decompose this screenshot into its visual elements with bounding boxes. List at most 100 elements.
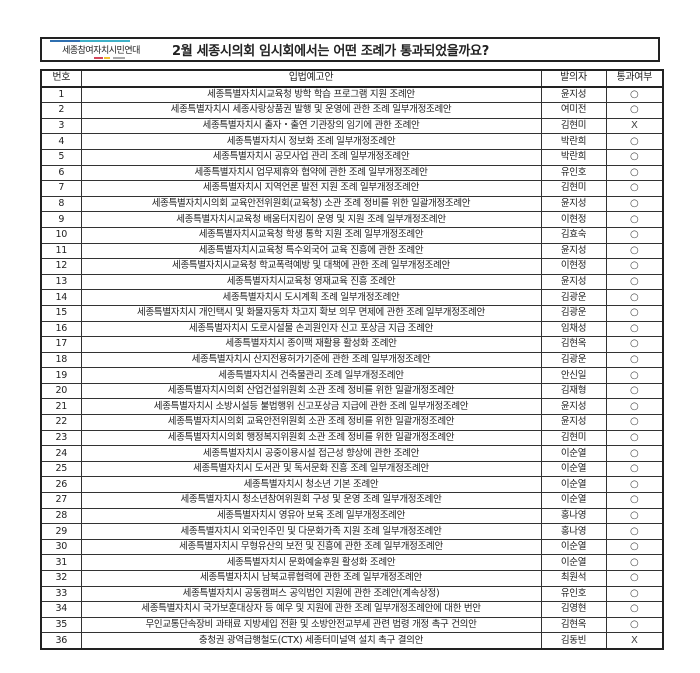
table-row: 24 세종특별자치시 공중이용시설 접근성 향상에 관한 조례안 이순열 ○ bbox=[40, 445, 664, 462]
passed-mark: ○ bbox=[605, 414, 664, 431]
bill-title: 세종특별자치시의회 행정복지위원회 소관 조례 정비를 위한 일괄개정조례안 bbox=[80, 429, 542, 447]
table-row: 3 세종특별자치시 출자・출연 기관장의 임기에 관한 조례안 김현미 X bbox=[40, 117, 664, 135]
bill-title: 세종특별자치시 정보화 조례 일부개정조례안 bbox=[80, 133, 542, 150]
sponsor-name: 윤지성 bbox=[540, 398, 607, 416]
passed-mark: ○ bbox=[605, 195, 664, 213]
bill-title: 무인교통단속장비 과태료 지방세입 전환 및 소방안전교부세 관련 법령 개정 … bbox=[80, 616, 542, 634]
page-title: 2월 세종시의회 임시회에서는 어떤 조례가 통과되었을까요? bbox=[172, 44, 489, 59]
bill-title: 세종특별자치시 문화예술후원 활성화 조례안 bbox=[80, 554, 542, 571]
table-row: 25 세종특별자치시 도서관 및 독서문화 진흥 조례 일부개정조례안 이순열 ○ bbox=[40, 460, 664, 478]
sponsor-name: 유인호 bbox=[540, 585, 607, 603]
sponsor-name: 김영현 bbox=[540, 601, 607, 618]
table-row: 1 세종특별자치시교육청 방학 학습 프로그램 지원 조례안 윤지성 ○ bbox=[40, 86, 664, 104]
row-number: 19 bbox=[40, 367, 82, 384]
table-row: 26 세종특별자치시 청소년 기본 조례안 이순열 ○ bbox=[40, 476, 664, 494]
row-number: 28 bbox=[40, 507, 82, 525]
passed-mark: ○ bbox=[605, 570, 664, 587]
row-number: 23 bbox=[40, 429, 82, 447]
passed-mark: ○ bbox=[605, 538, 664, 556]
bill-title: 세종특별자치시의회 교육안전위원회 소관 조례 정비를 위한 일괄개정조례안 bbox=[80, 414, 542, 431]
logo-bar bbox=[80, 40, 130, 42]
passed-mark: ○ bbox=[605, 273, 664, 291]
passed-mark: X bbox=[605, 117, 664, 135]
passed-mark: ○ bbox=[605, 616, 664, 634]
table-row: 19 세종특별자치시 건축물관리 조례 일부개정조례안 안신일 ○ bbox=[40, 367, 664, 384]
header-box: 세종참여자치시민연대 2월 세종시의회 임시회에서는 어떤 조례가 통과되었을까… bbox=[40, 37, 660, 62]
bill-title: 세종특별자치시 도서관 및 독서문화 진흥 조례 일부개정조례안 bbox=[80, 460, 542, 478]
passed-mark: ○ bbox=[605, 429, 664, 447]
table-row: 35 무인교통단속장비 과태료 지방세입 전환 및 소방안전교부세 관련 법령 개… bbox=[40, 616, 664, 634]
passed-mark: ○ bbox=[605, 211, 664, 228]
row-number: 16 bbox=[40, 320, 82, 338]
column-header-passed: 통과여부 bbox=[605, 69, 664, 88]
column-header-number: 번호 bbox=[40, 69, 82, 88]
sponsor-name: 김광운 bbox=[540, 289, 607, 306]
bill-title: 세종특별자치시의회 교육안전위원회(교육청) 소관 조례 정비를 위한 일괄개정… bbox=[80, 195, 542, 213]
row-number: 1 bbox=[40, 86, 82, 104]
passed-mark: ○ bbox=[605, 523, 664, 540]
passed-mark: ○ bbox=[605, 476, 664, 494]
sponsor-name: 홍나영 bbox=[540, 523, 607, 540]
bill-title: 세종특별자치시 청소년참여위원회 구성 및 운영 조례 일부개정조례안 bbox=[80, 492, 542, 509]
sponsor-name: 김현미 bbox=[540, 429, 607, 447]
bill-title: 세종특별자치시 공모사업 관리 조례 일부개정조례안 bbox=[80, 148, 542, 166]
table-row: 22 세종특별자치시의회 교육안전위원회 소관 조례 정비를 위한 일괄개정조례안… bbox=[40, 414, 664, 431]
bill-title: 세종특별자치시 종이팩 재활용 활성화 조례안 bbox=[80, 336, 542, 353]
column-header-bill: 입법예고안 bbox=[80, 69, 542, 88]
table-row: 23 세종특별자치시의회 행정복지위원회 소관 조례 정비를 위한 일괄개정조례안… bbox=[40, 429, 664, 447]
passed-mark: ○ bbox=[605, 102, 664, 119]
sponsor-name: 홍나영 bbox=[540, 507, 607, 525]
sponsor-name: 이현정 bbox=[540, 211, 607, 228]
passed-mark: ○ bbox=[605, 180, 664, 197]
sponsor-name: 윤지성 bbox=[540, 86, 607, 104]
sponsor-name: 이순열 bbox=[540, 492, 607, 509]
sponsor-name: 임채성 bbox=[540, 320, 607, 338]
table-row: 7 세종특별자치시 지역언론 발전 지원 조례 일부개정조례안 김현미 ○ bbox=[40, 180, 664, 197]
table-row: 17 세종특별자치시 종이팩 재활용 활성화 조례안 김현옥 ○ bbox=[40, 336, 664, 353]
table-row: 6 세종특별자치시 업무제휴와 협약에 관한 조례 일부개정조례안 유인호 ○ bbox=[40, 164, 664, 182]
bill-title: 세종특별자치시 외국인주민 및 다문화가족 지원 조례 일부개정조례안 bbox=[80, 523, 542, 540]
sponsor-name: 이순열 bbox=[540, 538, 607, 556]
bill-title: 세종특별자치시 청소년 기본 조례안 bbox=[80, 476, 542, 494]
passed-mark: ○ bbox=[605, 242, 664, 260]
table-row: 13 세종특별자치시교육청 영재교육 진흥 조례안 윤지성 ○ bbox=[40, 273, 664, 291]
row-number: 17 bbox=[40, 336, 82, 353]
table-row: 20 세종특별자치시의회 산업건설위원회 소관 조례 정비를 위한 일괄개정조례안… bbox=[40, 382, 664, 400]
row-number: 29 bbox=[40, 523, 82, 540]
passed-mark: ○ bbox=[605, 507, 664, 525]
table-row: 15 세종특별자치시 개인택시 및 화물자동차 차고지 확보 의무 면제에 관한 … bbox=[40, 304, 664, 322]
row-number: 35 bbox=[40, 616, 82, 634]
sponsor-name: 안신일 bbox=[540, 367, 607, 384]
passed-mark: ○ bbox=[605, 226, 664, 244]
sponsor-name: 윤지성 bbox=[540, 195, 607, 213]
table-row: 31 세종특별자치시 문화예술후원 활성화 조례안 이순열 ○ bbox=[40, 554, 664, 571]
passed-mark: ○ bbox=[605, 367, 664, 384]
table-row: 27 세종특별자치시 청소년참여위원회 구성 및 운영 조례 일부개정조례안 이순열… bbox=[40, 492, 664, 509]
passed-mark: ○ bbox=[605, 601, 664, 618]
table-row: 10 세종특별자치시교육청 학생 통학 지원 조례 일부개정조례안 김효숙 ○ bbox=[40, 226, 664, 244]
row-number: 6 bbox=[40, 164, 82, 182]
bill-title: 세종특별자치시 무형유산의 보전 및 진흥에 관한 조례 일부개정조례안 bbox=[80, 538, 542, 556]
table-row: 34 세종특별자치시 국가보훈대상자 등 예우 및 지원에 관한 조례 일부개정조… bbox=[40, 601, 664, 618]
row-number: 2 bbox=[40, 102, 82, 119]
bill-title: 세종특별자치시 세종사랑상품권 발행 및 운영에 관한 조례 일부개정조례안 bbox=[80, 102, 542, 119]
table-row: 21 세종특별자치시 소방시설등 불법행위 신고포상금 지급에 관한 조례 일부개… bbox=[40, 398, 664, 416]
row-number: 22 bbox=[40, 414, 82, 431]
bill-title: 세종특별자치시 업무제휴와 협약에 관한 조례 일부개정조례안 bbox=[80, 164, 542, 182]
bill-title: 세종특별자치시 공동캠퍼스 공익법인 지원에 관한 조례안(계속상정) bbox=[80, 585, 542, 603]
passed-mark: ○ bbox=[605, 86, 664, 104]
passed-mark: ○ bbox=[605, 585, 664, 603]
logo-bar bbox=[94, 57, 103, 59]
row-number: 7 bbox=[40, 180, 82, 197]
bill-title: 세종특별자치시교육청 배움터지킴이 운영 및 지원 조례 일부개정조례안 bbox=[80, 211, 542, 228]
passed-mark: ○ bbox=[605, 320, 664, 338]
row-number: 5 bbox=[40, 148, 82, 166]
bills-table: 번호 입법예고안 발의자 통과여부 1 세종특별자치시교육청 방학 학습 프로그램… bbox=[40, 69, 664, 650]
passed-mark: ○ bbox=[605, 554, 664, 571]
bill-title: 세종특별자치시교육청 특수외국어 교육 진흥에 관한 조례안 bbox=[80, 242, 542, 260]
row-number: 20 bbox=[40, 382, 82, 400]
table-row: 12 세종특별자치시교육청 학교폭력예방 및 대책에 관한 조례 일부개정조례안 이… bbox=[40, 258, 664, 275]
passed-mark: ○ bbox=[605, 492, 664, 509]
table-row: 32 세종특별자치시 남북교류협력에 관한 조례 일부개정조례안 최원석 ○ bbox=[40, 570, 664, 587]
sponsor-name: 박란희 bbox=[540, 133, 607, 150]
